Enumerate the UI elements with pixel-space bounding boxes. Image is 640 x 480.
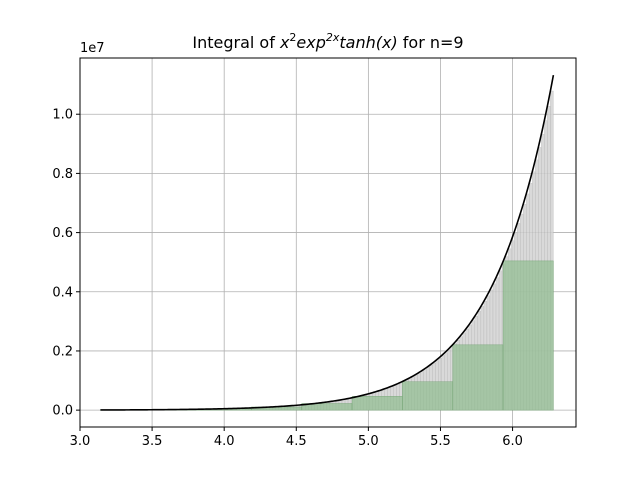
y-tick-label: 0.4	[52, 285, 73, 300]
coarse-bar	[452, 344, 504, 411]
y-axis-ticks: 0.0 0.2 0.4 0.6 0.8 1.0	[52, 108, 80, 419]
x-tick-label: 3.5	[142, 434, 163, 449]
x-tick-label: 3.0	[70, 434, 91, 449]
function-curve	[100, 74, 555, 411]
coarse-bar	[402, 381, 453, 411]
x-tick-label: 5.5	[430, 434, 451, 449]
y-tick-label: 0.2	[52, 344, 73, 359]
x-tick-label: 4.5	[286, 434, 307, 449]
x-tick-label: 5.0	[358, 434, 379, 449]
y-tick-label: 0.6	[52, 226, 73, 241]
x-tick-label: 4.0	[214, 434, 235, 449]
y-tick-label: 0.8	[52, 167, 73, 182]
y-tick-label: 0.0	[52, 404, 73, 419]
coarse-bar	[351, 396, 403, 411]
x-tick-label: 6.0	[502, 434, 523, 449]
y-offset-label: 1e7	[80, 41, 105, 56]
chart-title: Integral of x2exp2xtanh(x) for n=9	[192, 31, 463, 52]
coarse-bar	[502, 260, 554, 411]
plot-frame	[79, 57, 577, 428]
x-axis-ticks: 3.0 3.5 4.0 4.5 5.0 5.5 6.0	[70, 427, 523, 449]
coarse-riemann-bars	[100, 260, 554, 411]
y-tick-label: 1.0	[52, 108, 73, 123]
